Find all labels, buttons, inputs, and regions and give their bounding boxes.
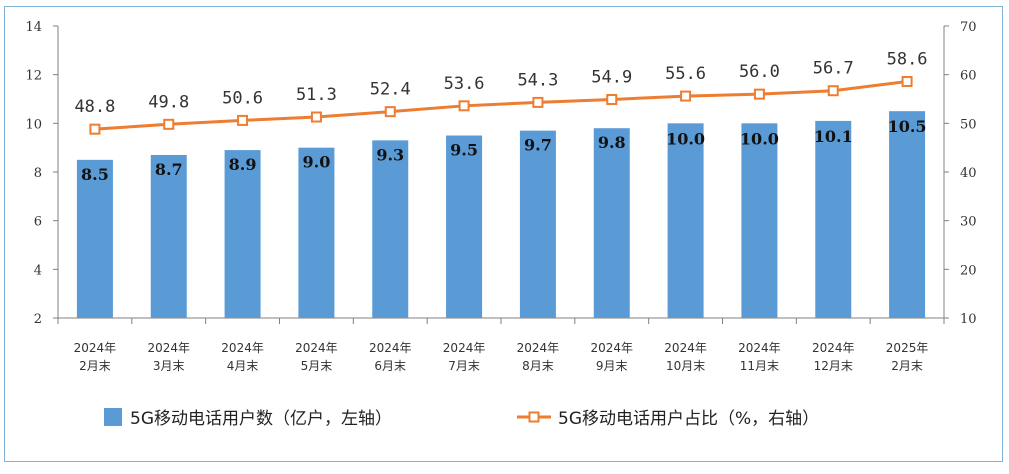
line-point xyxy=(827,85,839,97)
x-category-label-month: 5月末 xyxy=(301,359,333,373)
bar xyxy=(667,123,704,318)
right-tick-label: 20 xyxy=(960,263,977,278)
x-category-label-year: 2024年 xyxy=(147,341,190,355)
x-category-label-month: 7月末 xyxy=(448,359,480,373)
bar-value-label: 10.0 xyxy=(666,129,705,148)
line-point xyxy=(310,111,322,123)
x-category-label-year: 2024年 xyxy=(812,341,855,355)
x-category-label-year: 2024年 xyxy=(443,341,486,355)
line-value-label: 50.6 xyxy=(222,88,263,108)
x-category-label-month: 10月末 xyxy=(666,359,705,373)
x-category-label-year: 2024年 xyxy=(369,341,412,355)
left-tick-label: 12 xyxy=(25,69,42,84)
line-value-label: 49.8 xyxy=(148,92,189,112)
x-category-label-year: 2024年 xyxy=(221,341,264,355)
line-point xyxy=(606,93,618,105)
bar xyxy=(593,128,630,318)
line-value-label: 56.0 xyxy=(739,62,780,82)
right-tick-label: 60 xyxy=(960,69,977,84)
left-tick-label: 4 xyxy=(34,263,42,278)
left-tick-label: 10 xyxy=(25,117,42,132)
x-category-label-year: 2024年 xyxy=(738,341,781,355)
legend-line-label: 5G移动电话用户占比（%，右轴） xyxy=(558,409,819,429)
line-value-label: 54.3 xyxy=(517,70,558,90)
legend-bar-swatch xyxy=(104,408,122,426)
line-point xyxy=(753,88,765,100)
x-category-label-year: 2024年 xyxy=(664,341,707,355)
bar xyxy=(815,120,852,319)
left-tick-label: 6 xyxy=(34,215,42,230)
bar-value-label: 8.5 xyxy=(81,165,109,184)
bar-value-label: 9.7 xyxy=(524,136,552,155)
line-value-label: 52.4 xyxy=(370,80,411,100)
line-value-label: 53.6 xyxy=(444,74,485,94)
x-category-label-month: 3月末 xyxy=(153,359,185,373)
right-tick-label: 30 xyxy=(960,215,977,230)
x-category-label-year: 2024年 xyxy=(590,341,633,355)
line-value-label: 54.9 xyxy=(591,67,632,87)
line-series xyxy=(94,79,908,131)
line-value-label: 48.8 xyxy=(74,97,115,117)
x-category-label-month: 9月末 xyxy=(596,359,628,373)
line-point xyxy=(458,100,470,112)
x-category-label-month: 2月末 xyxy=(79,359,111,373)
bar-value-label: 8.9 xyxy=(229,155,257,174)
line-value-label: 56.7 xyxy=(813,59,854,79)
line-value-label: 55.6 xyxy=(665,64,706,84)
right-tick-label: 40 xyxy=(960,166,977,181)
line-point xyxy=(237,114,249,126)
legend-bar-label: 5G移动电话用户数（亿户，左轴） xyxy=(130,409,392,429)
bar xyxy=(76,159,113,318)
left-tick-label: 14 xyxy=(25,20,42,35)
bar-value-label: 9.0 xyxy=(302,153,330,172)
x-category-label-month: 6月末 xyxy=(374,359,406,373)
bar-value-label: 9.8 xyxy=(598,133,626,152)
x-category-label-year: 2024年 xyxy=(295,341,338,355)
right-tick-label: 70 xyxy=(960,20,977,35)
line-point xyxy=(680,90,692,102)
x-category-label-month: 8月末 xyxy=(522,359,554,373)
x-category-label-month: 2月末 xyxy=(891,359,923,373)
line-point xyxy=(901,75,913,87)
x-category-label-month: 12月末 xyxy=(814,359,853,373)
right-tick-label: 50 xyxy=(960,117,977,132)
bar-value-label: 8.7 xyxy=(155,160,183,179)
bar-value-label: 10.5 xyxy=(888,117,927,136)
bar xyxy=(889,111,926,319)
bar xyxy=(446,135,483,318)
x-category-label-year: 2025年 xyxy=(886,341,929,355)
x-category-label-year: 2024年 xyxy=(517,341,560,355)
line-point xyxy=(532,96,544,108)
line-value-label: 58.6 xyxy=(887,49,928,69)
bar-value-label: 10.1 xyxy=(814,127,853,146)
x-category-label-year: 2024年 xyxy=(74,341,117,355)
bar xyxy=(150,154,187,318)
left-tick-label: 8 xyxy=(34,166,42,181)
line-point xyxy=(163,118,175,130)
bar xyxy=(372,140,409,318)
bar xyxy=(519,130,556,318)
bar xyxy=(298,147,335,318)
right-tick-label: 10 xyxy=(960,312,977,327)
bar xyxy=(224,150,261,318)
bar-value-label: 10.0 xyxy=(740,129,779,148)
legend-line-marker xyxy=(528,411,540,423)
line-point xyxy=(384,106,396,118)
x-category-label-month: 4月末 xyxy=(227,359,259,373)
bar-value-label: 9.3 xyxy=(376,145,404,164)
bar xyxy=(741,123,778,318)
line-value-label: 51.3 xyxy=(296,85,337,105)
line-point xyxy=(89,123,101,135)
bar-value-label: 9.5 xyxy=(450,141,478,160)
left-tick-label: 2 xyxy=(34,312,42,327)
x-category-label-month: 11月末 xyxy=(740,359,779,373)
